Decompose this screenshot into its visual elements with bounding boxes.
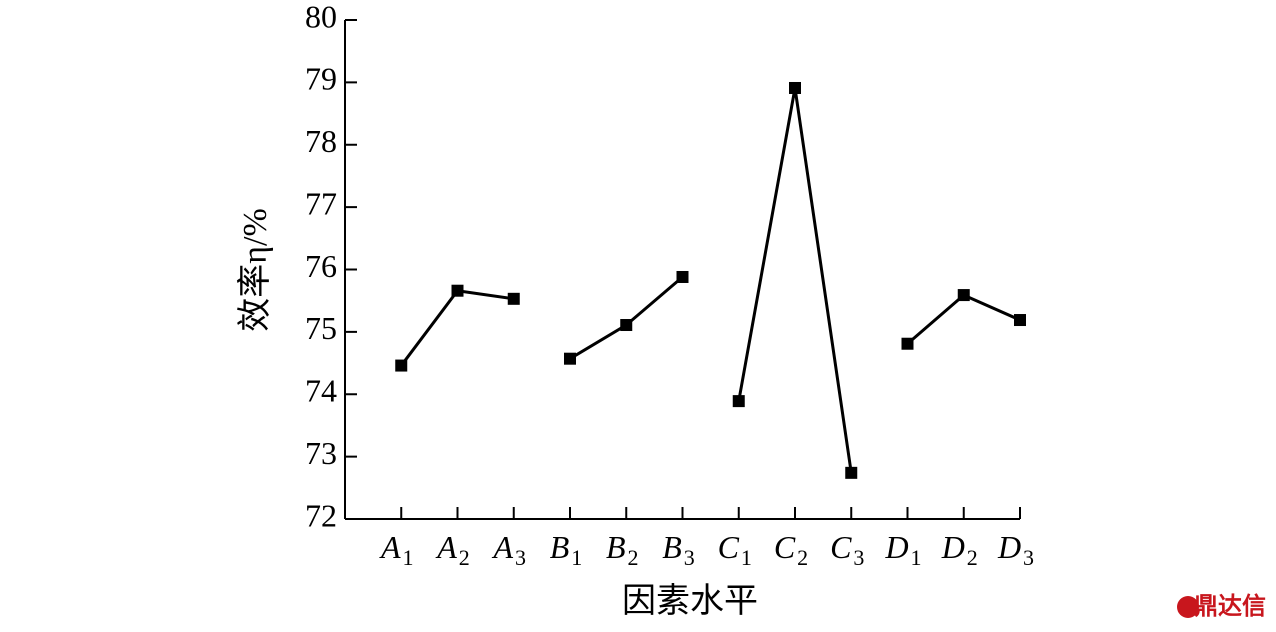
series-line	[569, 275, 684, 360]
y-tick-label: 76	[305, 248, 337, 284]
point	[732, 395, 745, 408]
series-line	[400, 289, 514, 367]
x-tick-label: D1	[884, 529, 921, 570]
y-axis-label: 效率η/%	[236, 208, 274, 332]
point	[789, 81, 801, 94]
point	[845, 466, 858, 479]
x-tick-label: B2	[606, 529, 639, 570]
x-tick-label: A1	[379, 529, 414, 570]
x-tick-label: C3	[830, 529, 864, 570]
y-tick-label: 79	[305, 61, 337, 97]
x-tick-label: D2	[941, 529, 978, 570]
y-tick-label: 80	[305, 0, 337, 34]
series-line	[737, 87, 853, 474]
y-tick-label: 74	[305, 373, 337, 409]
x-axis-label: 因素水平	[622, 582, 758, 620]
point	[957, 289, 970, 302]
y-tick-label: 75	[305, 310, 337, 346]
x-tick-label: B3	[662, 529, 695, 570]
y-tick-label: 73	[305, 435, 337, 471]
point	[507, 292, 520, 305]
watermark: 鼎达信	[1194, 592, 1266, 620]
point	[676, 270, 689, 283]
point	[620, 319, 633, 332]
point	[451, 284, 464, 297]
point	[564, 352, 576, 365]
y-tick-label: 72	[305, 497, 337, 533]
x-tick-label: C2	[774, 529, 808, 570]
series-line	[906, 293, 1021, 345]
point	[395, 359, 408, 372]
point	[901, 337, 914, 350]
x-tick-label: D3	[997, 529, 1034, 570]
y-tick-label: 78	[305, 123, 337, 159]
x-tick-label: A2	[435, 529, 470, 570]
point	[1014, 314, 1026, 327]
watermark-logo	[1177, 596, 1199, 618]
x-tick-label: B1	[550, 529, 583, 570]
x-tick-label: C1	[718, 529, 752, 570]
y-tick-label: 77	[305, 185, 337, 221]
x-tick-label: A3	[491, 529, 526, 570]
